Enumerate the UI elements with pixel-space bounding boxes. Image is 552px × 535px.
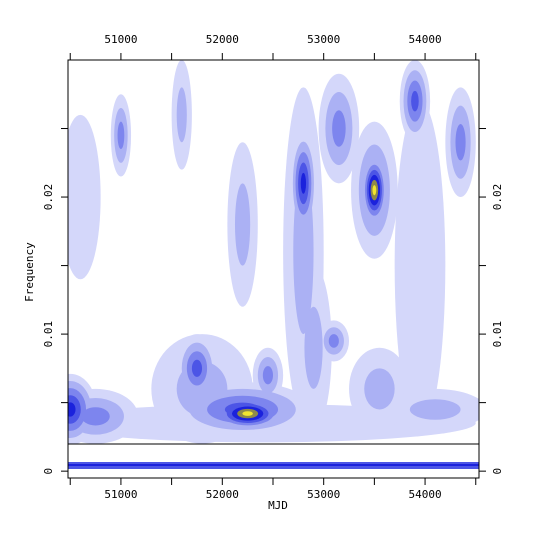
contour-level [372,185,377,196]
contour-level [191,359,203,377]
contour-level [455,123,466,161]
contour-level [262,366,273,385]
contour-level [176,87,187,143]
y-tick-label: 0.02 [42,184,55,211]
contour-level [411,90,419,112]
y-tick-label: 0.01 [42,321,55,348]
contour-level [68,402,76,417]
x-tick-label-top: 53000 [307,33,340,46]
y-tick-label-right: 0 [491,468,504,475]
x-tick-label: 53000 [307,488,340,501]
x-tick-label-top: 52000 [206,33,239,46]
x-tick-label-top: 54000 [409,33,442,46]
plot-frame [67,59,480,479]
zero-band-core [68,464,479,466]
y-tick-label-right: 0.01 [491,321,504,348]
contour-level [409,399,461,420]
contour-level [364,368,395,410]
contour-level [394,101,446,431]
contour-level [332,110,346,147]
x-tick-label: 52000 [206,488,239,501]
contour-level [304,306,323,389]
contour-level [81,407,110,426]
y-tick-label: 0 [42,468,55,475]
contour-field [68,60,479,444]
contour-level [328,334,339,348]
x-axis-label: MJD [268,499,288,512]
contour-level [234,183,251,266]
contour-level [300,172,307,194]
y-tick-label-right: 0.02 [491,184,504,211]
contour-level [68,114,101,280]
contour-level [117,121,125,150]
y-axis-label: Frequency [23,242,36,302]
x-tick-label: 51000 [104,488,137,501]
x-tick-label: 54000 [409,488,442,501]
x-tick-label-top: 51000 [104,33,137,46]
contour-level [242,411,253,416]
